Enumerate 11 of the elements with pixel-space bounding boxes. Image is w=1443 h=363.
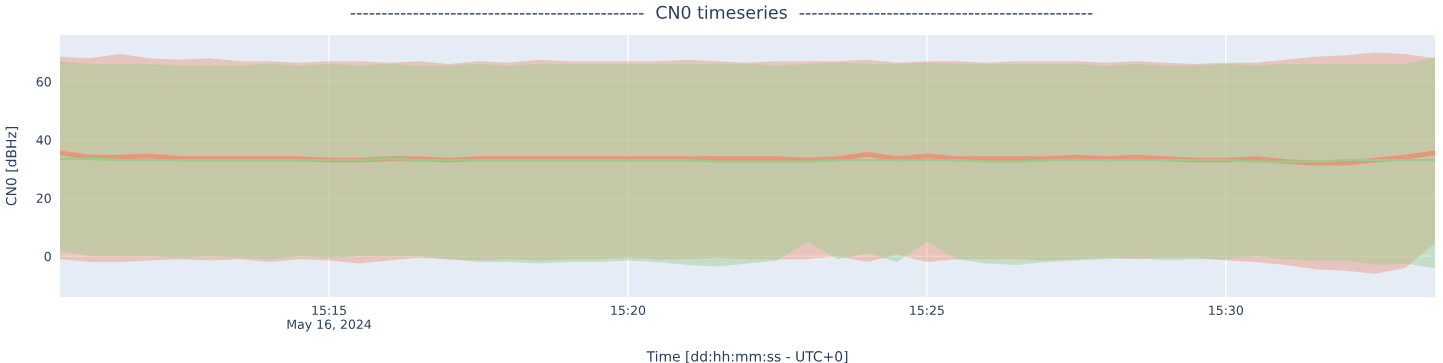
y-tick-label: 20: [36, 193, 51, 203]
x-tick-label: 15:30: [1209, 305, 1243, 316]
chart-title: ----------------------------------------------- CN0 timeseries -----------------------------------------------: [350, 5, 1093, 19]
x-tick-label: 15:25: [910, 305, 944, 316]
x-tick-label: 15:15 May 16, 2024: [287, 305, 372, 332]
x-tick-label: 15:20: [611, 305, 646, 316]
y-axis-title: CN0 [dBHz]: [5, 127, 19, 206]
y-tick-label: 60: [36, 77, 51, 87]
x-axis-title: Time [dd:hh:mm:ss - UTC+0]: [646, 350, 848, 363]
y-tick-label: 40: [36, 135, 51, 145]
y-tick-label: 0: [44, 251, 51, 262]
